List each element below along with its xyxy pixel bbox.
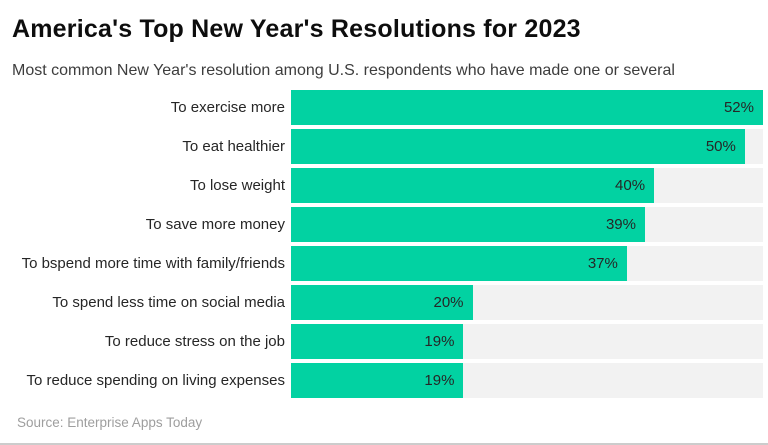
bar: 19% [291, 363, 464, 398]
bar-track: 37% [291, 246, 763, 281]
category-label: To bspend more time with family/friends [21, 255, 285, 272]
value-label: 40% [615, 177, 646, 194]
value-label: 19% [424, 372, 455, 389]
value-label: 19% [424, 333, 455, 350]
value-label: 20% [433, 294, 464, 311]
bar-track: 20% [291, 285, 763, 320]
bar: 40% [291, 168, 655, 203]
chart-row: To eat healthier 50% [12, 129, 763, 164]
bar-track: 19% [291, 324, 763, 359]
value-label: 39% [605, 216, 636, 233]
bar: 50% [291, 129, 745, 164]
value-label: 37% [587, 255, 618, 272]
chart-row: To save more money 39% [12, 207, 763, 242]
value-label: 52% [723, 99, 754, 116]
chart-row: To spend less time on social media 20% [12, 285, 763, 320]
category-label: To spend less time on social media [52, 294, 285, 311]
chart-row: To reduce stress on the job 19% [12, 324, 763, 359]
bar: 20% [291, 285, 473, 320]
chart-row: To exercise more 52% [12, 90, 763, 125]
category-label: To eat healthier [182, 138, 285, 155]
chart-row: To reduce spending on living expenses 19% [12, 363, 763, 398]
bar-track: 50% [291, 129, 763, 164]
source-note: Source: Enterprise Apps Today [17, 415, 203, 430]
chart-title: America's Top New Year's Resolutions for… [12, 15, 581, 43]
bar-track: 39% [291, 207, 763, 242]
bar: 37% [291, 246, 627, 281]
category-label: To exercise more [170, 99, 285, 116]
bar-track: 40% [291, 168, 763, 203]
chart-row: To lose weight 40% [12, 168, 763, 203]
bar-track: 19% [291, 363, 763, 398]
chart-subtitle: Most common New Year's resolution among … [12, 62, 675, 79]
category-label: To save more money [145, 216, 285, 233]
category-label: To reduce stress on the job [104, 333, 285, 350]
category-label: To reduce spending on living expenses [26, 372, 285, 389]
chart-row: To bspend more time with family/friends 3… [12, 246, 763, 281]
bar: 39% [291, 207, 645, 242]
category-label: To lose weight [189, 177, 285, 194]
value-label: 50% [705, 138, 736, 155]
bar: 19% [291, 324, 464, 359]
bar: 52% [291, 90, 763, 125]
bar-chart: To exercise more 52% To eat healthier 50% To… [12, 90, 763, 398]
bar-track: 52% [291, 90, 763, 125]
